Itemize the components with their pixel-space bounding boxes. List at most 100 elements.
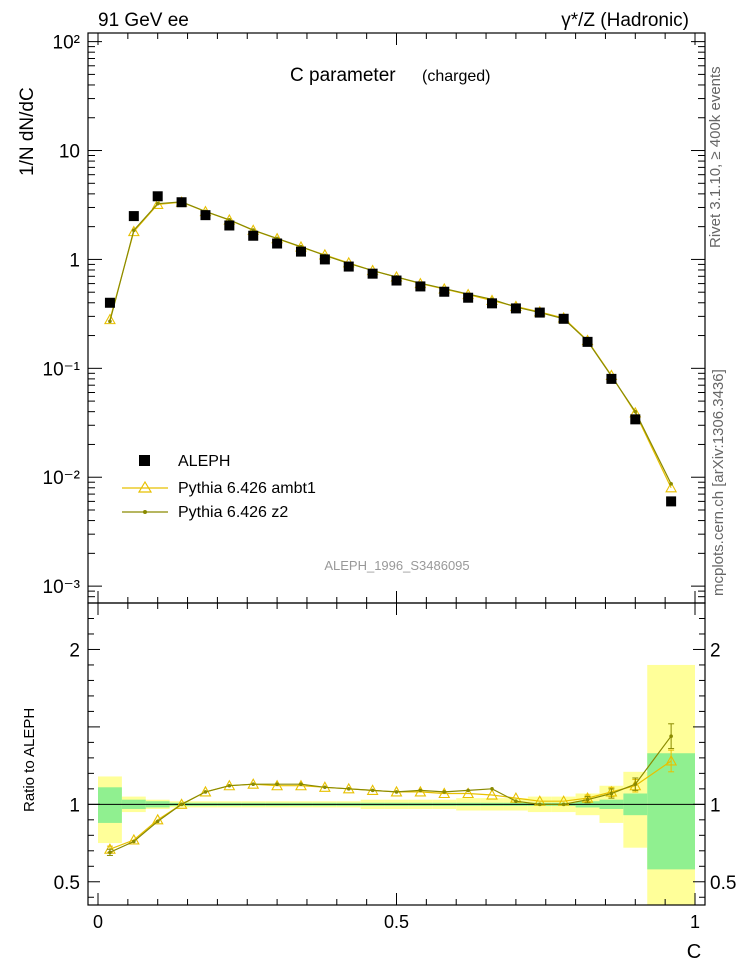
y-tick-label-ratio-left: 2: [69, 640, 80, 661]
ratio-point-z2: [394, 790, 399, 794]
y-tick-label-main: 10⁻²: [43, 468, 81, 489]
ratio-point-ambt1: [175, 798, 188, 809]
legend-marker-z2: [143, 510, 147, 514]
header-right: γ*/Z (Hadronic): [561, 10, 689, 31]
ratio-point-ambt1: [295, 779, 307, 791]
header-left: 91 GeV ee: [98, 10, 189, 31]
ratio-point-z2: [442, 790, 447, 794]
main-point-aleph: [176, 197, 187, 208]
ratio-point-z2: [132, 839, 136, 844]
x-tick-label: 0.5: [384, 912, 409, 932]
ratio-point-z2: [203, 790, 208, 794]
x-tick-label: 1: [690, 912, 700, 932]
y-tick-label-main: 10⁻¹: [43, 359, 81, 380]
ratio-panel: [88, 723, 705, 856]
ratio-y-axis-label: Ratio to ALEPH: [21, 708, 38, 812]
main-point-ambt1: [104, 313, 116, 325]
main-point-aleph: [606, 373, 617, 384]
ratio-point-ambt1: [462, 787, 475, 799]
chart-title-note: (charged): [422, 68, 490, 85]
legend-marker-aleph: [139, 455, 150, 466]
ratio-point-z2: [179, 802, 184, 807]
ratio-point-z2: [227, 783, 232, 788]
main-point-aleph: [630, 414, 641, 425]
ratio-point-z2: [669, 734, 673, 738]
main-y-axis-label: 1/N dN/dC: [17, 87, 38, 176]
ratio-point-z2: [275, 782, 279, 786]
ratio-uncertainty-bands: [98, 664, 695, 905]
ratio-point-ambt1: [438, 787, 451, 799]
ratio-point-z2: [561, 802, 566, 807]
ratio-point-z2: [155, 819, 160, 824]
y-tick-label-main: 10⁻³: [43, 577, 81, 598]
ratio-point-z2: [370, 788, 375, 793]
y-tick-label-ratio-right: 1: [710, 795, 721, 816]
main-point-aleph: [415, 281, 426, 292]
main-point-z2: [108, 319, 112, 324]
main-point-aleph: [248, 230, 259, 241]
ratio-point-z2: [346, 787, 351, 791]
legend-marker-ambt1: [137, 480, 153, 493]
ratio-point-z2: [609, 791, 614, 796]
ratio-point-ambt1: [486, 788, 498, 800]
main-point-ambt1: [665, 481, 678, 493]
y-tick-label-ratio-right: 0.5: [710, 873, 736, 894]
side-note-top: Rivet 3.1.10, ≥ 400k events: [707, 66, 724, 248]
ratio-point-z2: [299, 782, 303, 786]
y-tick-label-ratio-right: 2: [710, 640, 721, 661]
main-point-aleph: [272, 238, 283, 249]
main-point-aleph: [224, 220, 235, 231]
ratio-point-z2: [585, 797, 590, 802]
ratio-point-z2: [108, 850, 112, 855]
chart-title: C parameter: [290, 65, 396, 86]
ratio-line-z2: [109, 735, 672, 853]
legend-label-aleph: ALEPH: [178, 453, 230, 470]
ratio-point-z2: [514, 799, 518, 804]
main-point-ambt1: [127, 225, 140, 237]
x-tick-label: 0: [93, 912, 103, 932]
main-point-aleph: [200, 210, 211, 221]
main-point-aleph: [104, 297, 115, 308]
side-note-bottom: mcplots.cern.ch [arXiv:1306.3436]: [710, 369, 727, 596]
main-point-z2: [155, 201, 160, 206]
main-point-aleph: [487, 298, 498, 309]
y-tick-label-main: 10: [59, 142, 80, 163]
legend-label-ambt1: Pythia 6.426 ambt1: [178, 480, 316, 497]
main-point-aleph: [558, 313, 569, 324]
main-point-aleph: [152, 191, 163, 202]
ratio-point-z2: [633, 782, 638, 786]
legend: ALEPH Pythia 6.426 ambt1 Pythia 6.426 z2: [122, 453, 316, 521]
main-point-z2: [132, 228, 136, 233]
ratio-point-z2: [323, 785, 327, 790]
ratio-frame: [87, 602, 706, 906]
ratio-band-stat: [98, 787, 122, 823]
main-point-aleph: [510, 303, 521, 314]
main-point-aleph: [128, 211, 139, 222]
main-point-aleph: [319, 254, 330, 265]
main-point-z2: [633, 409, 638, 414]
ratio-point-z2: [251, 782, 256, 786]
ratio-point-z2: [490, 787, 494, 791]
y-tick-label-ratio-left: 0.5: [54, 873, 80, 894]
ratio-point-z2: [466, 788, 470, 793]
y-tick-label-ratio-left: 1: [69, 795, 80, 816]
ratio-point-ambt1: [665, 754, 678, 766]
main-point-aleph: [463, 292, 474, 303]
analysis-watermark: ALEPH_1996_S3486095: [324, 558, 469, 573]
x-axis-label: C: [687, 941, 701, 963]
legend-label-z2: Pythia 6.426 z2: [178, 504, 288, 521]
ratio-point-z2: [418, 788, 423, 793]
main-point-aleph: [391, 275, 402, 286]
axis-ticks: 0 0.5 1 10² 10 1 10⁻¹ 10⁻² 10⁻³ 2 2 1 1 0.5 0.5: [43, 33, 737, 932]
main-point-aleph: [295, 246, 306, 257]
y-tick-label-main: 1: [69, 250, 80, 271]
ratio-point-ambt1: [414, 785, 427, 797]
ratio-point-z2: [537, 802, 542, 807]
y-tick-label-main: 10²: [53, 33, 80, 54]
main-point-aleph: [534, 307, 545, 318]
main-panel: [104, 191, 678, 507]
ratio-point-ambt1: [271, 779, 284, 791]
main-point-aleph: [582, 336, 593, 347]
main-point-aleph: [367, 268, 378, 279]
